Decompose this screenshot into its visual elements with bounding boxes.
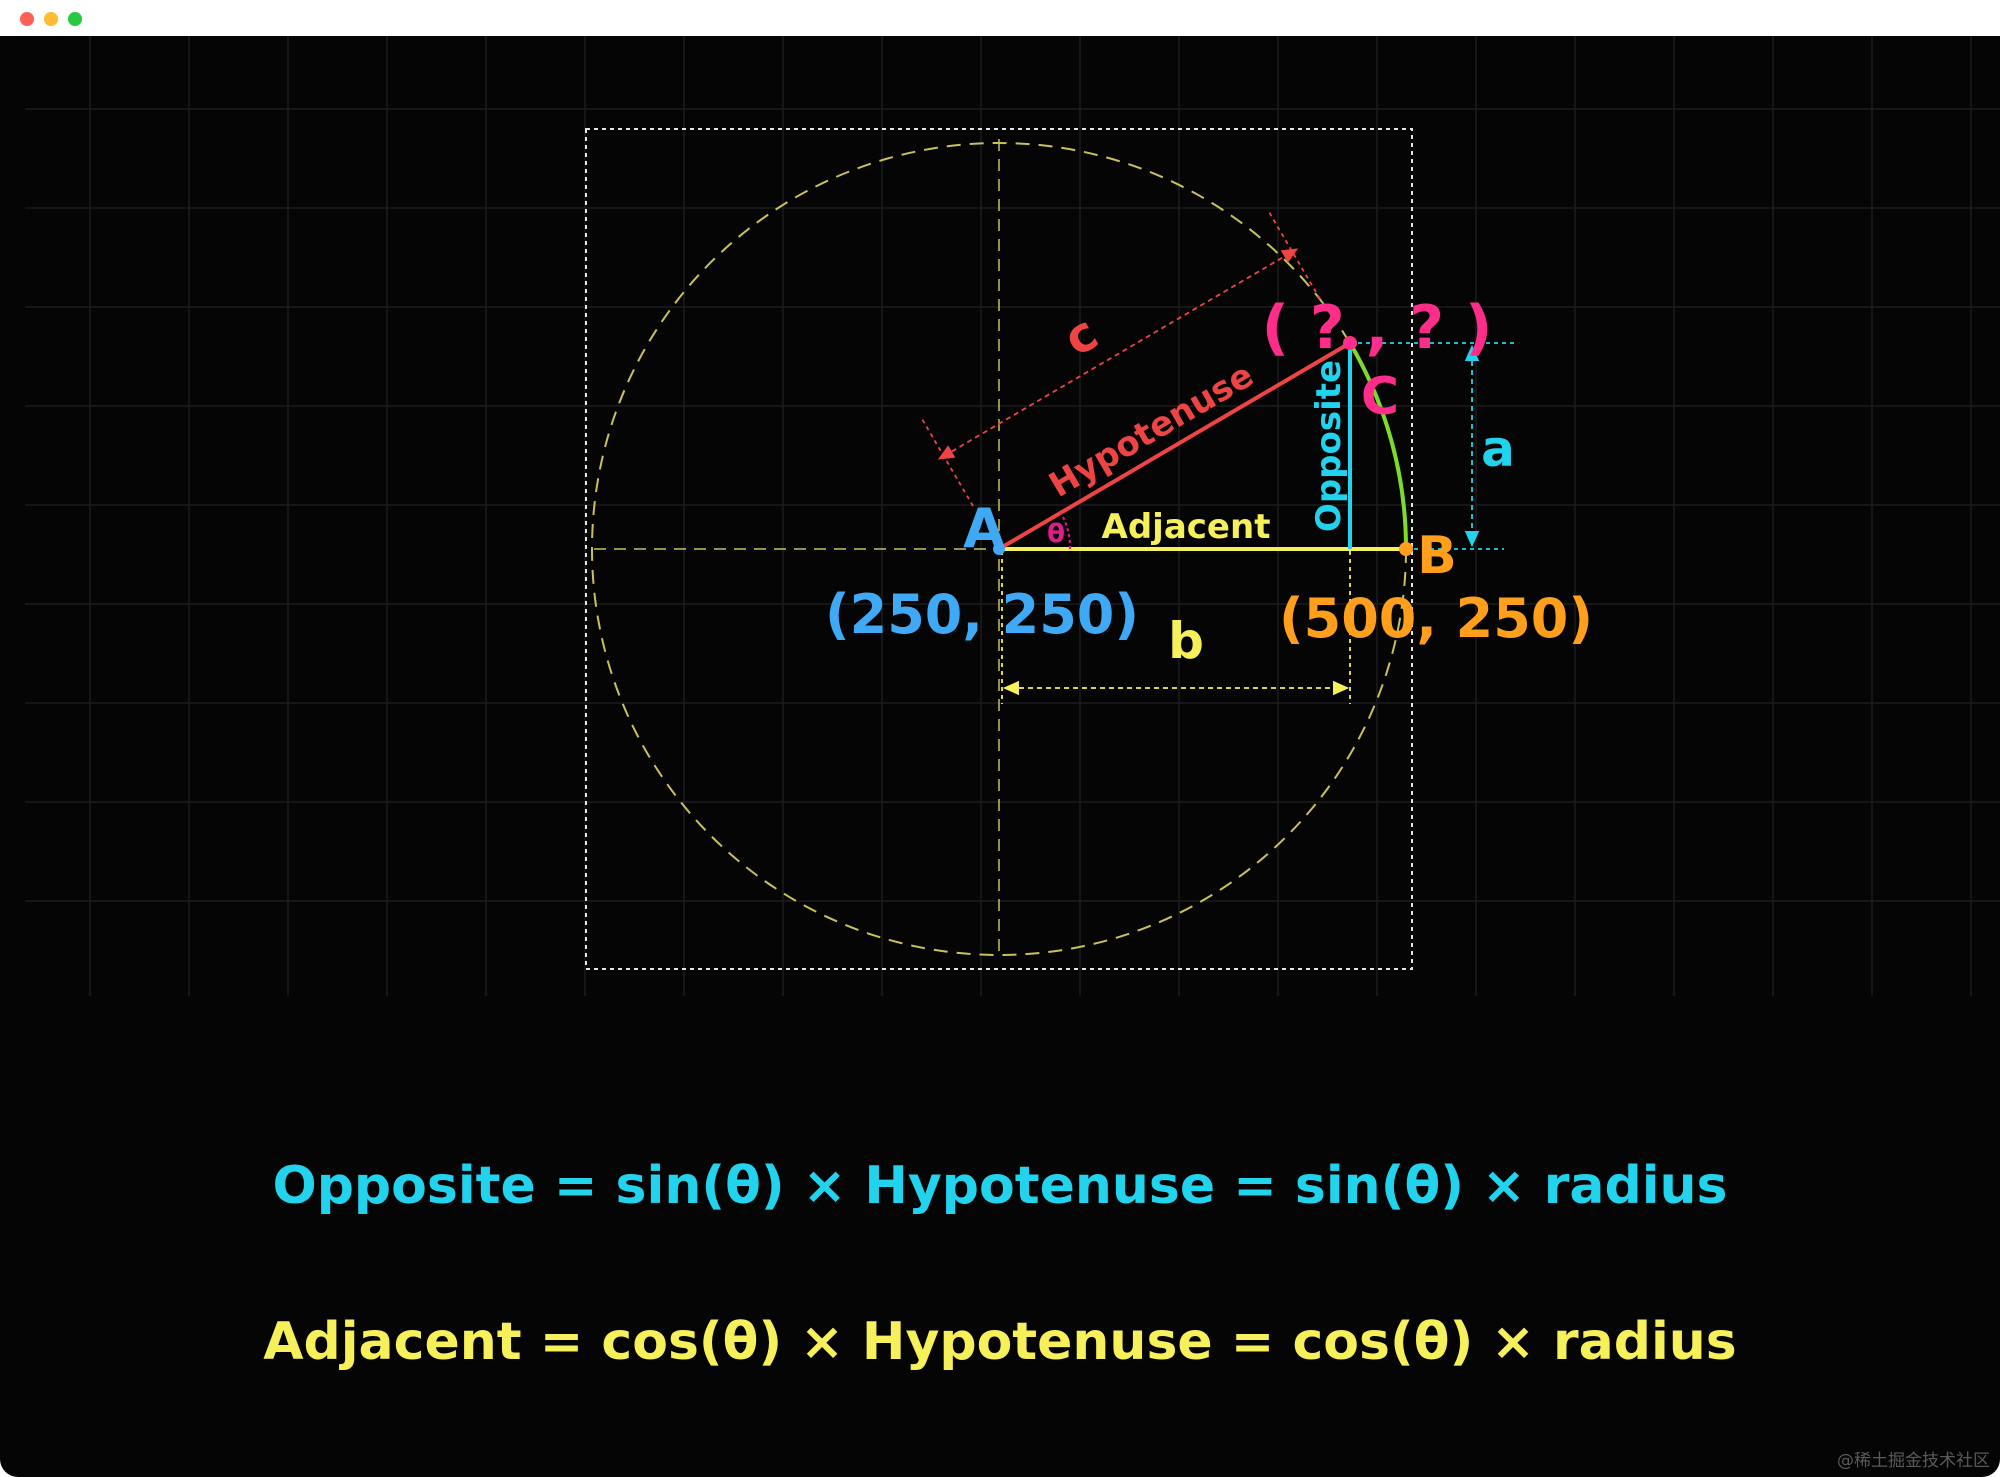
title-bar: [0, 0, 2000, 36]
minimize-button[interactable]: [44, 12, 58, 26]
theta-label: θ: [1047, 519, 1065, 549]
c-dimension-line: [937, 248, 1299, 460]
c-extension-start: [921, 418, 974, 507]
point-b-marker: [1399, 542, 1413, 556]
hypotenuse-label: Hypotenuse: [1042, 355, 1260, 506]
bounding-frame: [585, 128, 1413, 970]
point-a-label: A: [963, 497, 1005, 560]
trig-diagram: Hypotenuse Adjacent Opposite θ c a b A (…: [25, 36, 2000, 996]
c-extension-end: [1268, 211, 1321, 300]
watermark: @稀土掘金技术社区: [1837, 1451, 1990, 1471]
point-b-coords: (500, 250): [1279, 587, 1593, 650]
a-dimension-label: a: [1481, 420, 1515, 478]
b-dimension-label: b: [1168, 612, 1204, 670]
theta-arc: [1060, 512, 1072, 550]
point-a-marker: [993, 543, 1005, 555]
diagram-canvas: Hypotenuse Adjacent Opposite θ c a b A (…: [0, 36, 2000, 1477]
background-grid: [25, 36, 2000, 996]
point-c-coords: ( ? , ? ): [1262, 293, 1493, 363]
point-b-label: B: [1417, 526, 1457, 586]
adjacent-label: Adjacent: [1102, 507, 1271, 547]
cosine-formula: Adjacent = cos(θ) × Hypotenuse = cos(θ) …: [263, 1312, 1737, 1372]
angle-arc: [1348, 341, 1409, 550]
point-a-coords: (250, 250): [825, 583, 1139, 646]
opposite-label: Opposite: [1309, 360, 1349, 532]
c-dimension-label: c: [1054, 305, 1107, 368]
close-button[interactable]: [20, 12, 34, 26]
point-c-marker: [1343, 336, 1357, 350]
sine-formula: Opposite = sin(θ) × Hypotenuse = sin(θ) …: [272, 1156, 1728, 1216]
zoom-button[interactable]: [68, 12, 82, 26]
point-c-label: C: [1361, 367, 1399, 427]
